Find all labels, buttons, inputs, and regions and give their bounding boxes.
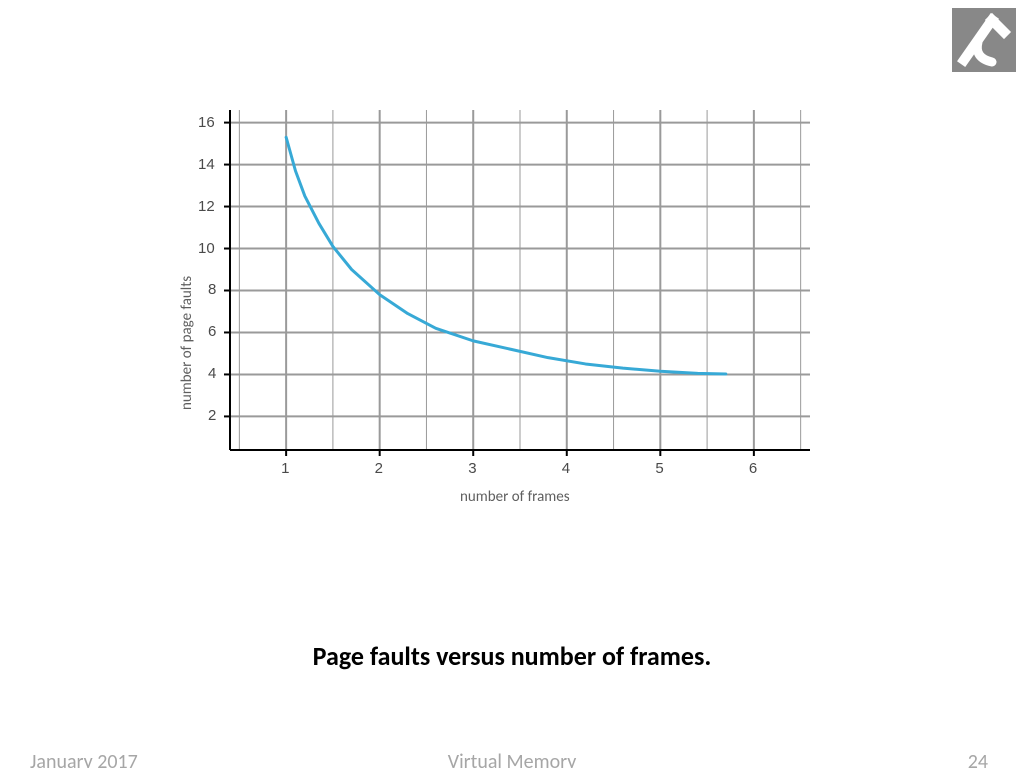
x-tick-label: 2 — [375, 460, 383, 477]
y-tick-label: 12 — [198, 198, 215, 215]
y-tick-label: 16 — [198, 114, 215, 131]
x-tick-label: 3 — [468, 460, 476, 477]
footer-pagenum: 24 — [968, 750, 988, 768]
footer-title: Virtual Memory — [0, 750, 1024, 768]
x-tick-label: 5 — [655, 460, 663, 477]
x-tick-label: 6 — [749, 460, 757, 477]
x-tick-label: 4 — [562, 460, 570, 477]
chart-svg — [160, 100, 840, 520]
y-tick-label: 8 — [208, 281, 216, 298]
y-tick-label: 10 — [198, 240, 215, 257]
y-tick-label: 4 — [208, 365, 216, 382]
page-faults-chart: number of page faults number of frames 1… — [160, 100, 840, 520]
x-tick-label: 1 — [281, 460, 289, 477]
y-tick-label: 6 — [208, 323, 216, 340]
slide-caption: Page faults versus number of frames. — [0, 640, 1024, 672]
y-axis-label: number of page faults — [178, 276, 196, 410]
x-axis-label: number of frames — [460, 488, 570, 506]
institution-logo — [952, 8, 1016, 72]
y-tick-label: 2 — [208, 407, 216, 424]
y-tick-label: 14 — [198, 156, 215, 173]
